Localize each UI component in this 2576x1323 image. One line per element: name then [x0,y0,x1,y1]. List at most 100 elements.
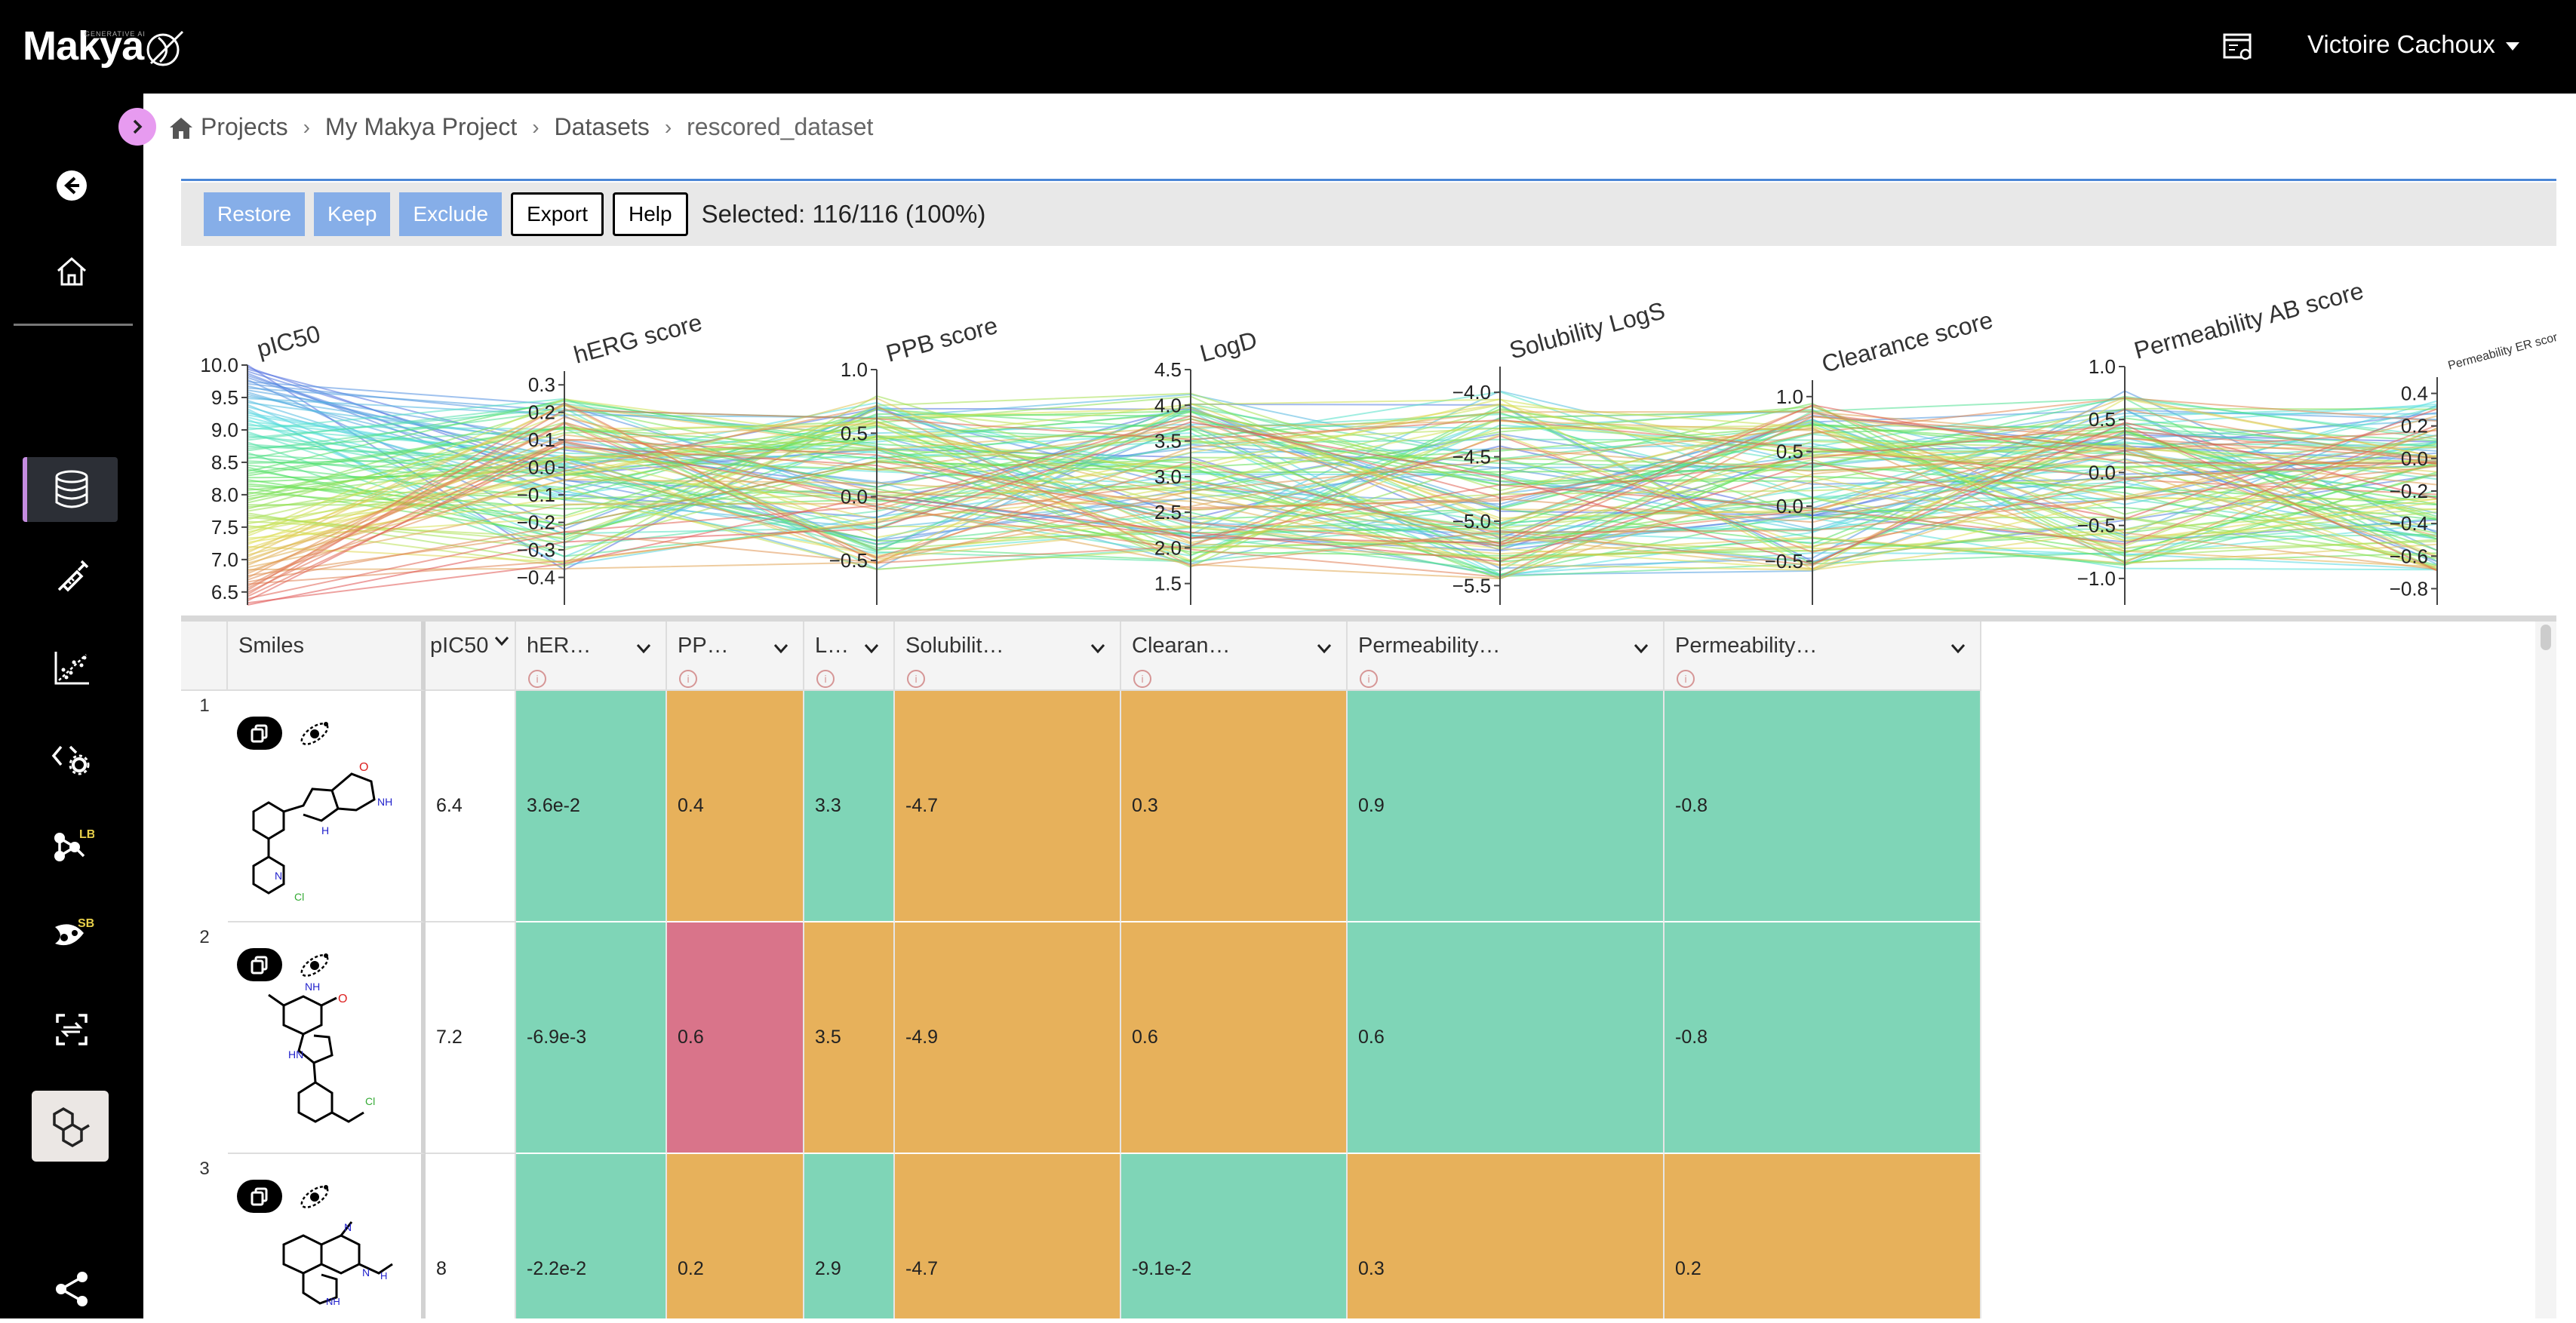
3d-view-icon[interactable] [296,715,334,753]
cell-logd[interactable]: 3.5 [804,922,895,1154]
parallel-coordinates-chart[interactable]: 10.0 9.5 9.0 8.5 8.0 7.5 7.0 6.5 pIC50 0.3 0.2 0.1 0… [181,246,2556,615]
breadcrumb-projects[interactable]: Projects [201,113,288,140]
cell-herg[interactable]: -6.9e-3 [516,922,667,1154]
back-button[interactable] [30,152,113,219]
chevron-down-icon[interactable] [635,643,652,655]
tick-label: 0.1 [528,428,555,451]
user-menu[interactable]: Victoire Cachoux [2307,30,2519,59]
syringe-icon [57,560,89,592]
cell-clear[interactable]: 0.3 [1121,691,1348,922]
series-line [247,403,2438,565]
info-icon[interactable]: i [907,670,925,688]
cell-pic50[interactable]: 6.4 [426,691,516,922]
cell-pic50[interactable]: 8 [426,1154,516,1318]
chevron-down-icon[interactable] [1633,643,1649,655]
chevron-down-icon[interactable] [1090,643,1106,655]
chevron-down-icon[interactable] [863,643,880,655]
cell-permab[interactable]: 0.9 [1348,691,1665,922]
info-icon[interactable]: i [1133,670,1151,688]
sidebar-item-transform[interactable] [30,996,113,1064]
column-header-permab[interactable]: Permeability… i [1348,622,1665,691]
cell-permer[interactable]: -0.8 [1665,691,1981,922]
sidebar-item-home[interactable] [30,237,113,305]
sidebar-item-share[interactable] [30,1255,113,1323]
help-button[interactable]: Help [613,192,688,236]
column-header-smiles[interactable]: Smiles [228,622,426,691]
cell-pic50[interactable]: 7.2 [426,922,516,1154]
chevron-down-icon[interactable] [1950,643,1966,655]
sidebar-item-syringe[interactable] [30,543,113,611]
molecule-cell[interactable]: N N H NH [228,1154,426,1318]
chevron-down-icon[interactable] [493,635,510,647]
column-header-logd[interactable]: L… i [804,622,895,691]
cell-ppb[interactable]: 0.4 [667,691,804,922]
svg-text:O: O [338,993,347,1005]
dashboard-settings-icon[interactable] [2221,30,2255,63]
parallel-coordinates-svg[interactable]: 10.0 9.5 9.0 8.5 8.0 7.5 7.0 6.5 pIC50 0.3 0.2 0.1 0… [181,246,2556,615]
sidebar-item-ligand-based[interactable]: LB [30,812,113,879]
sidebar-item-molecules[interactable] [32,1091,109,1162]
column-header-label: pIC50 [430,634,489,658]
app-logo[interactable]: Makya [23,23,144,69]
tick-label: 4.5 [1154,358,1182,381]
cell-ppb[interactable]: 0.6 [667,922,804,1154]
cell-permer[interactable]: -0.8 [1665,922,1981,1154]
column-header-clear[interactable]: Clearan… i [1121,622,1348,691]
cell-permer[interactable]: 0.2 [1665,1154,1981,1318]
home-icon[interactable] [168,115,195,140]
cell-ppb[interactable]: 0.2 [667,1154,804,1318]
cell-sol[interactable]: -4.7 [895,1154,1121,1318]
molecule-cell[interactable]: O HN Cl NH [228,922,426,1154]
column-header-pic50[interactable]: pIC50 [426,622,516,691]
restore-button[interactable]: Restore [204,192,306,236]
export-button[interactable]: Export [511,192,604,236]
cell-clear[interactable]: -9.1e-2 [1121,1154,1348,1318]
expand-sidebar-button[interactable] [118,108,156,146]
column-header-herg[interactable]: hER… i [516,622,667,691]
info-icon[interactable]: i [528,670,546,688]
chart-table-resizer[interactable] [181,615,2556,622]
sidebar-item-scatter[interactable] [30,634,113,701]
scrollbar-thumb[interactable] [2541,625,2551,650]
chevron-down-icon[interactable] [773,643,789,655]
sidebar-item-structure-based[interactable]: SB [30,902,113,970]
keep-button[interactable]: Keep [314,192,391,236]
breadcrumb-datasets[interactable]: Datasets [554,113,650,140]
cell-permab[interactable]: 0.6 [1348,922,1665,1154]
cell-herg[interactable]: 3.6e-2 [516,691,667,922]
copy-smiles-button[interactable] [237,948,282,981]
logo-tagline: GENERATIVE AI [85,30,146,38]
column-header-sol[interactable]: Solubilit… i [895,622,1121,691]
copy-smiles-button[interactable] [237,1180,282,1213]
cell-herg[interactable]: -2.2e-2 [516,1154,667,1318]
cell-logd[interactable]: 2.9 [804,1154,895,1318]
sidebar-item-code-settings[interactable] [30,724,113,792]
grid-scrollbar[interactable] [2535,622,2556,1318]
info-icon[interactable]: i [1677,670,1695,688]
series-line [247,436,2438,551]
tick-label: −0.4 [517,566,555,589]
column-header-label: Smiles [238,634,305,658]
exclude-button[interactable]: Exclude [399,192,503,236]
info-icon[interactable]: i [1360,670,1378,688]
column-header-ppb[interactable]: PP… i [667,622,804,691]
cell-sol[interactable]: -4.7 [895,691,1121,922]
series-line [247,407,2438,557]
cell-clear[interactable]: 0.6 [1121,922,1348,1154]
sidebar-item-datasets[interactable] [30,456,113,523]
column-header-permer[interactable]: Permeability… i [1665,622,1981,691]
molecule-cell[interactable]: O NH N Cl H [228,691,426,922]
hexagon-molecule-icon [53,1107,90,1148]
copy-smiles-button[interactable] [237,717,282,750]
cell-logd[interactable]: 3.3 [804,691,895,922]
info-icon[interactable]: i [679,670,697,688]
tick-label: 1.5 [1154,572,1182,595]
3d-view-icon[interactable] [296,947,334,984]
3d-view-icon[interactable] [296,1178,334,1216]
cell-permab[interactable]: 0.3 [1348,1154,1665,1318]
chevron-down-icon[interactable] [1316,643,1333,655]
cell-sol[interactable]: -4.9 [895,922,1121,1154]
breadcrumb-project[interactable]: My Makya Project [324,113,518,140]
info-icon[interactable]: i [816,670,835,688]
molecule-sb-icon: SB [55,917,94,946]
